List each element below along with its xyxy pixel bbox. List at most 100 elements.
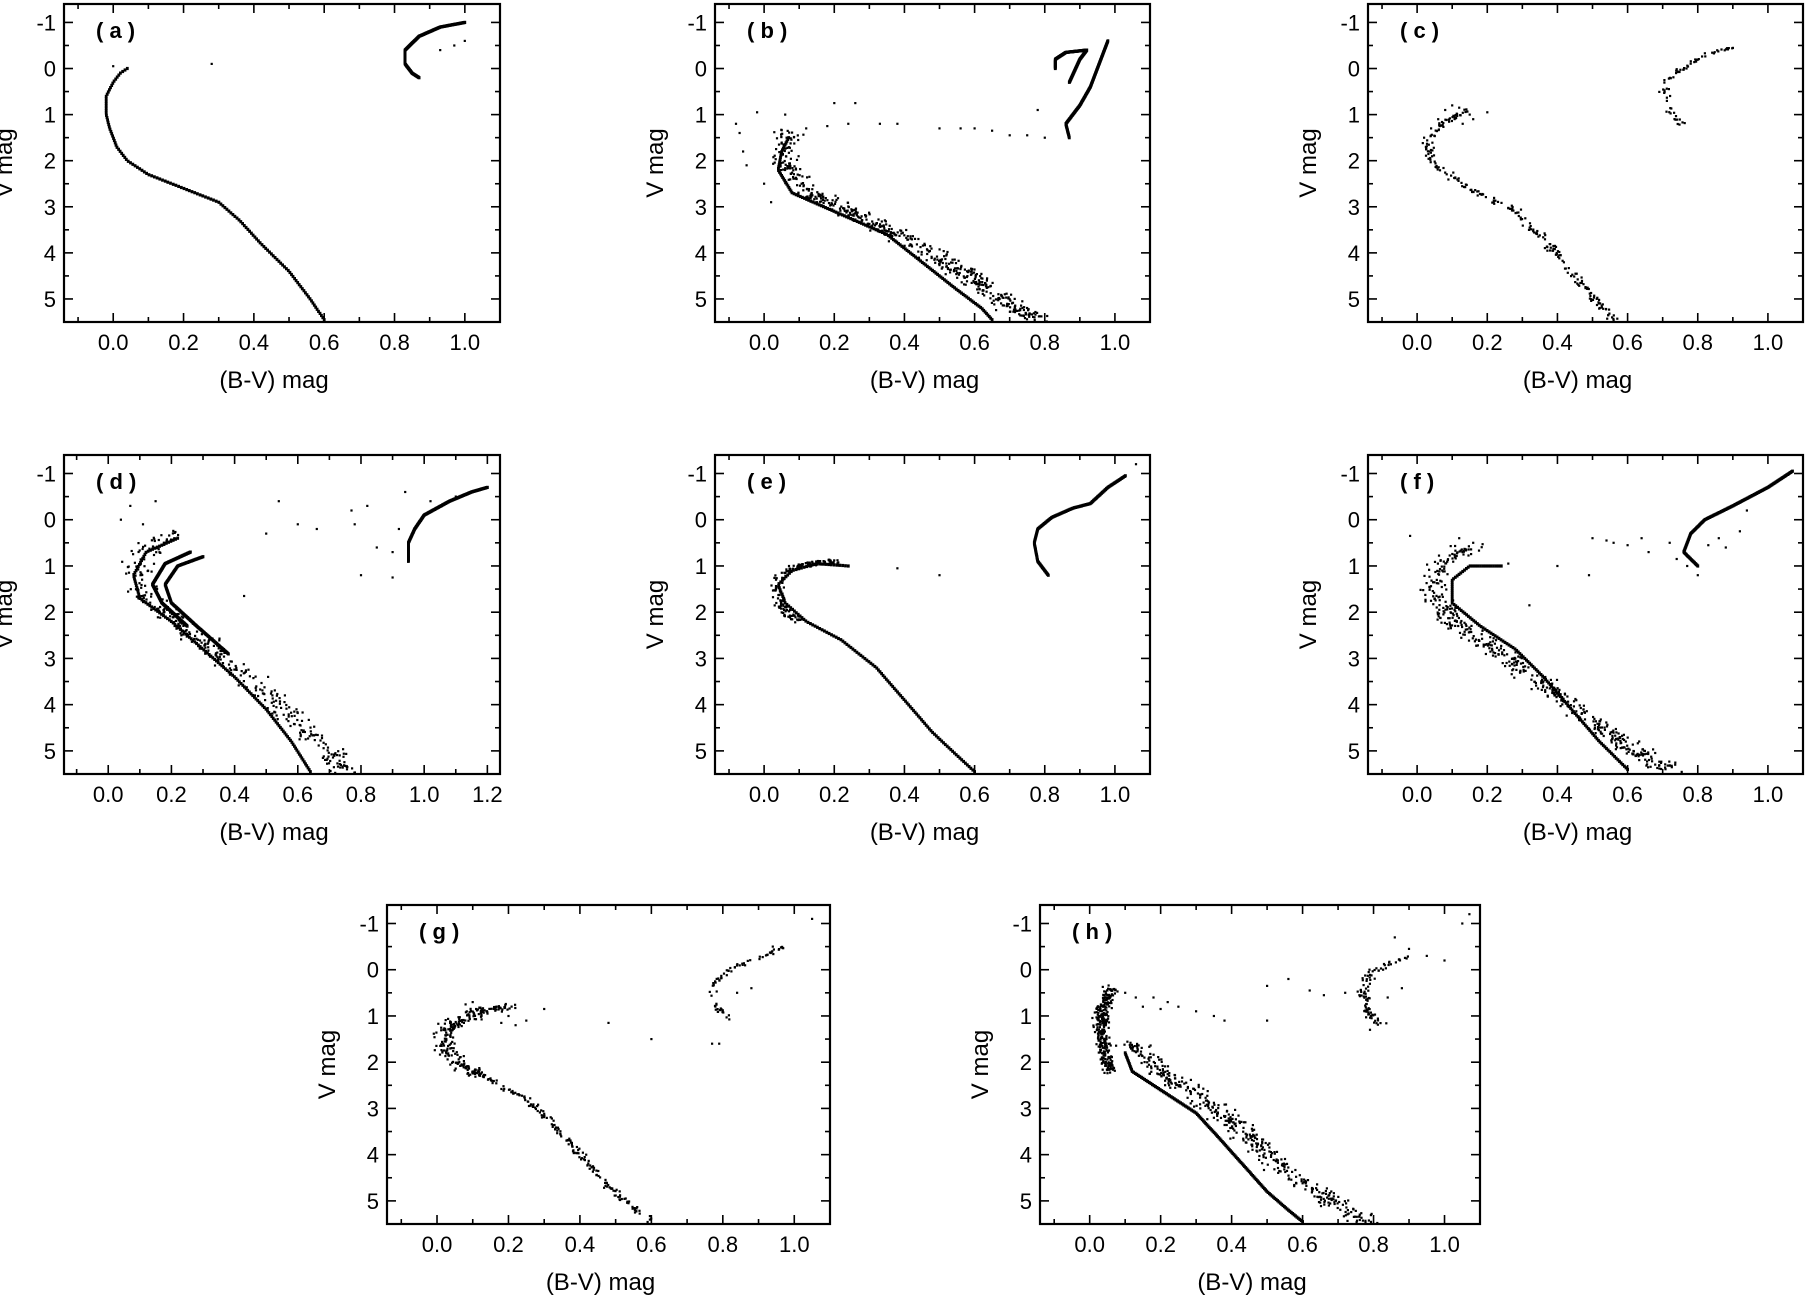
- data-point: [799, 618, 802, 621]
- data-point: [779, 152, 783, 156]
- data-point: [227, 670, 231, 674]
- data-point: [1489, 631, 1493, 635]
- data-point: [462, 1018, 465, 1022]
- data-point: [179, 627, 182, 630]
- data-point: [1460, 636, 1463, 639]
- data-point: [1097, 1034, 1100, 1037]
- data-point: [912, 254, 915, 257]
- data-point: [507, 1014, 510, 1018]
- data-point: [151, 547, 154, 551]
- data-point: [857, 652, 861, 656]
- data-point: [1554, 693, 1557, 696]
- data-point: [440, 1049, 443, 1052]
- data-point: [1110, 1002, 1113, 1005]
- data-point: [152, 536, 155, 539]
- data-point: [947, 746, 951, 750]
- data-point: [942, 741, 945, 745]
- data-point: [1464, 628, 1467, 631]
- data-point: [1649, 765, 1652, 768]
- data-point: [810, 563, 813, 567]
- data-point: [467, 1067, 471, 1070]
- data-point: [467, 1072, 470, 1075]
- data-point: [1557, 690, 1560, 694]
- data-point: [978, 282, 981, 285]
- data-point: [797, 138, 800, 142]
- data-point: [915, 712, 919, 716]
- data-point: [156, 587, 159, 591]
- data-point: [1521, 655, 1525, 659]
- data-point: [279, 261, 283, 265]
- data-point: [359, 574, 363, 577]
- data-point: [1429, 156, 1432, 160]
- data-point: [1678, 123, 1681, 126]
- data-point: [1669, 77, 1672, 80]
- data-point: [786, 146, 789, 149]
- data-point: [285, 718, 288, 721]
- data-point: [1424, 600, 1427, 603]
- data-point: [1551, 249, 1555, 252]
- data-point: [800, 616, 804, 620]
- data-point: [1523, 656, 1527, 661]
- data-point: [915, 256, 919, 260]
- data-point: [445, 1031, 448, 1034]
- data-point: [1589, 294, 1592, 297]
- data-point: [474, 1075, 477, 1078]
- data-point: [203, 639, 206, 642]
- data-point: [289, 724, 292, 728]
- data-point: [198, 193, 202, 197]
- data-point: [1425, 142, 1429, 145]
- data-point: [792, 567, 795, 570]
- data-point: [1497, 636, 1501, 640]
- data-point: [1553, 686, 1556, 689]
- data-point: [1522, 668, 1525, 671]
- data-point: [736, 991, 739, 994]
- data-point: [1511, 646, 1515, 650]
- data-point: [1572, 710, 1575, 714]
- data-point: [911, 235, 914, 238]
- data-point: [1556, 250, 1559, 253]
- data-point: [580, 1157, 583, 1160]
- data-point: [977, 279, 980, 282]
- data-point: [345, 765, 348, 768]
- data-point: [1108, 1005, 1111, 1008]
- data-point: [775, 586, 778, 589]
- data-point: [149, 548, 152, 552]
- data-point: [479, 1012, 483, 1015]
- data-point: [1023, 306, 1026, 309]
- data-point: [1556, 687, 1559, 690]
- data-point: [1594, 720, 1597, 723]
- x-tick-label: 0.6: [959, 330, 990, 355]
- data-point: [241, 683, 245, 687]
- data-point: [794, 167, 797, 170]
- data-point: [1611, 316, 1614, 319]
- data-point: [1463, 568, 1466, 572]
- x-tick-label: 0.0: [93, 782, 124, 807]
- data-point: [962, 275, 965, 278]
- data-point: [1551, 690, 1554, 693]
- data-point: [819, 195, 822, 198]
- data-point: [302, 760, 306, 764]
- data-point: [814, 195, 817, 198]
- data-point: [166, 616, 169, 621]
- data-point: [1442, 606, 1445, 609]
- data-point: [500, 1087, 503, 1091]
- data-point: [943, 742, 947, 747]
- data-point: [310, 733, 313, 736]
- data-point: [113, 141, 117, 145]
- data-point: [114, 143, 118, 147]
- data-point: [338, 759, 341, 762]
- data-point: [815, 561, 818, 564]
- data-point: [165, 608, 169, 611]
- data-point: [605, 1182, 608, 1185]
- data-point: [463, 1063, 466, 1066]
- data-point: [239, 682, 243, 686]
- data-point: [1432, 581, 1435, 584]
- data-point: [1445, 588, 1448, 591]
- data-point: [460, 1025, 463, 1028]
- data-point: [952, 270, 955, 273]
- data-point: [1606, 317, 1609, 320]
- data-point: [788, 131, 791, 134]
- data-point: [194, 634, 197, 637]
- data-point: [1019, 309, 1022, 312]
- data-point: [171, 532, 174, 535]
